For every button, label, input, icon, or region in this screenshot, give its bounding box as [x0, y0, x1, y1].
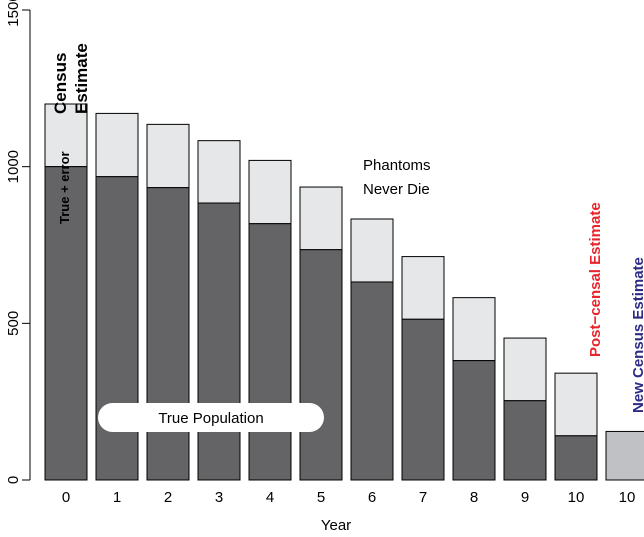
y-tick-label-0: 0: [5, 476, 22, 484]
y-tick-label-1500: 1500: [5, 0, 22, 27]
x-tick-label-11: 10: [619, 489, 636, 506]
true-population-pill: [98, 403, 324, 432]
error-bar-3: [197, 140, 241, 204]
true-population-bar-4: [248, 223, 292, 481]
x-axis-title: Year: [321, 517, 351, 534]
x-tick-label-3: 3: [215, 489, 223, 506]
error-bar-8: [452, 297, 496, 362]
x-tick-label-2: 2: [164, 489, 172, 506]
error-bar-1: [95, 112, 139, 178]
error-bar-4: [248, 159, 292, 225]
true-error-label: True + error: [57, 151, 72, 224]
x-tick-label-5: 5: [317, 489, 325, 506]
true-population-bar-1: [95, 176, 139, 481]
true-population-bar-3: [197, 202, 241, 481]
true-population-bar-7: [401, 318, 445, 481]
true-population-bar-5: [299, 249, 343, 481]
error-bar-5: [299, 186, 343, 251]
x-tick-label-9: 9: [521, 489, 529, 506]
phantoms-label-line2: Never Die: [363, 181, 430, 198]
post-censal-estimate-label: Post−censal Estimate: [587, 202, 604, 357]
y-tick-label-1000: 1000: [5, 150, 22, 183]
error-bar-9: [503, 337, 547, 402]
census-estimate-label-line2: Estimate: [72, 43, 91, 114]
x-tick-label-6: 6: [368, 489, 376, 506]
true-population-bar-8: [452, 360, 496, 481]
x-axis: 0 1 2 3 4 5 6 7 8 9 10 10: [62, 489, 636, 506]
phantoms-label-line1: Phantoms: [363, 157, 431, 174]
true-population-bar-9: [503, 400, 547, 481]
x-tick-label-4: 4: [266, 489, 274, 506]
x-tick-label-1: 1: [113, 489, 121, 506]
true-population-bar-6: [350, 281, 394, 481]
x-tick-label-7: 7: [419, 489, 427, 506]
error-bar-10: [554, 372, 598, 437]
true-population-bar-2: [146, 187, 190, 481]
true-population-label: True Population: [158, 410, 263, 427]
x-tick-label-8: 8: [470, 489, 478, 506]
error-bar-0: [44, 103, 88, 168]
y-axis: 0 500 1000 1500: [5, 0, 31, 484]
true-population-bar-0: [44, 166, 88, 481]
new-census-bar: [605, 430, 644, 481]
true-population-bar-10: [554, 435, 598, 481]
y-tick-label-500: 500: [5, 311, 22, 336]
x-tick-label-10: 10: [568, 489, 585, 506]
x-tick-label-0: 0: [62, 489, 70, 506]
error-bar-6: [350, 218, 394, 283]
error-bar-2: [146, 123, 190, 189]
census-estimate-label-line1: Census: [51, 53, 70, 114]
error-bar-7: [401, 256, 445, 320]
new-census-estimate-label: New Census Estimate: [630, 257, 644, 413]
